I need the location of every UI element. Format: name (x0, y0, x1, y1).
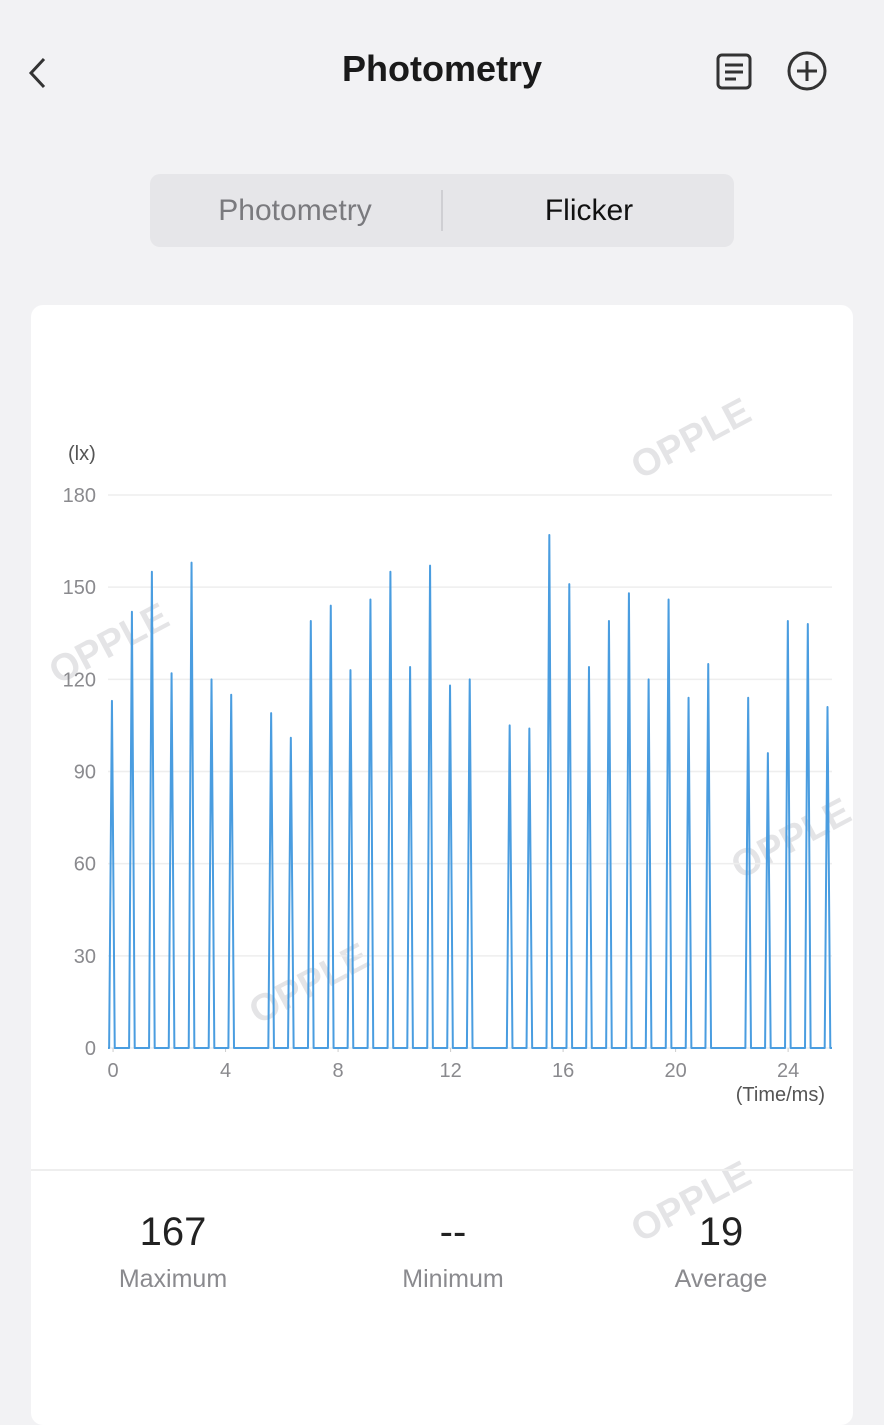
back-button[interactable] (28, 57, 46, 89)
stat: 167 Maximum (33, 1210, 313, 1294)
header-icons (28, 51, 827, 91)
tab-active[interactable]: Flicker (544, 194, 634, 227)
card (31, 305, 853, 1425)
tab[interactable]: Photometry (218, 194, 372, 227)
segmented-control: Photometry Flicker (150, 174, 734, 247)
x-tick-label: 8 (333, 1060, 344, 1082)
stat-label: Average (674, 1265, 768, 1293)
y-tick-label: 120 (63, 669, 96, 691)
y-tick-label: 90 (74, 762, 96, 784)
stat: 19 Average (581, 1210, 861, 1294)
x-axis-label: (Time/ms) (736, 1084, 825, 1106)
page-title: Photometry (341, 48, 543, 89)
stat-value: 19 (698, 1210, 744, 1254)
x-tick-label: 16 (552, 1060, 574, 1082)
x-tick-label: 24 (777, 1060, 799, 1082)
x-tick-label: 12 (439, 1060, 461, 1082)
x-tick-label: 0 (108, 1060, 119, 1082)
y-tick-label: 150 (63, 577, 96, 599)
x-tick-label: 20 (664, 1060, 686, 1082)
x-tick-label: 4 (220, 1060, 231, 1082)
y-tick-label: 0 (85, 1038, 96, 1060)
stat-value: 167 (139, 1210, 207, 1254)
stat: -- Minimum (313, 1210, 593, 1294)
report-button[interactable] (716, 53, 752, 90)
y-tick-label: 60 (74, 854, 96, 876)
separator (441, 190, 443, 231)
stat-value: -- (439, 1210, 467, 1254)
add-button[interactable] (787, 51, 827, 91)
y-tick-label: 180 (63, 485, 96, 507)
stat-label: Minimum (402, 1265, 504, 1293)
watermark: OPPLE (625, 390, 758, 488)
y-tick-label: 30 (74, 946, 96, 968)
stat-label: Maximum (118, 1265, 228, 1293)
flicker-line (108, 533, 832, 1049)
watermark: OPPLE (725, 790, 858, 888)
y-axis-label: (lx) (68, 443, 96, 465)
